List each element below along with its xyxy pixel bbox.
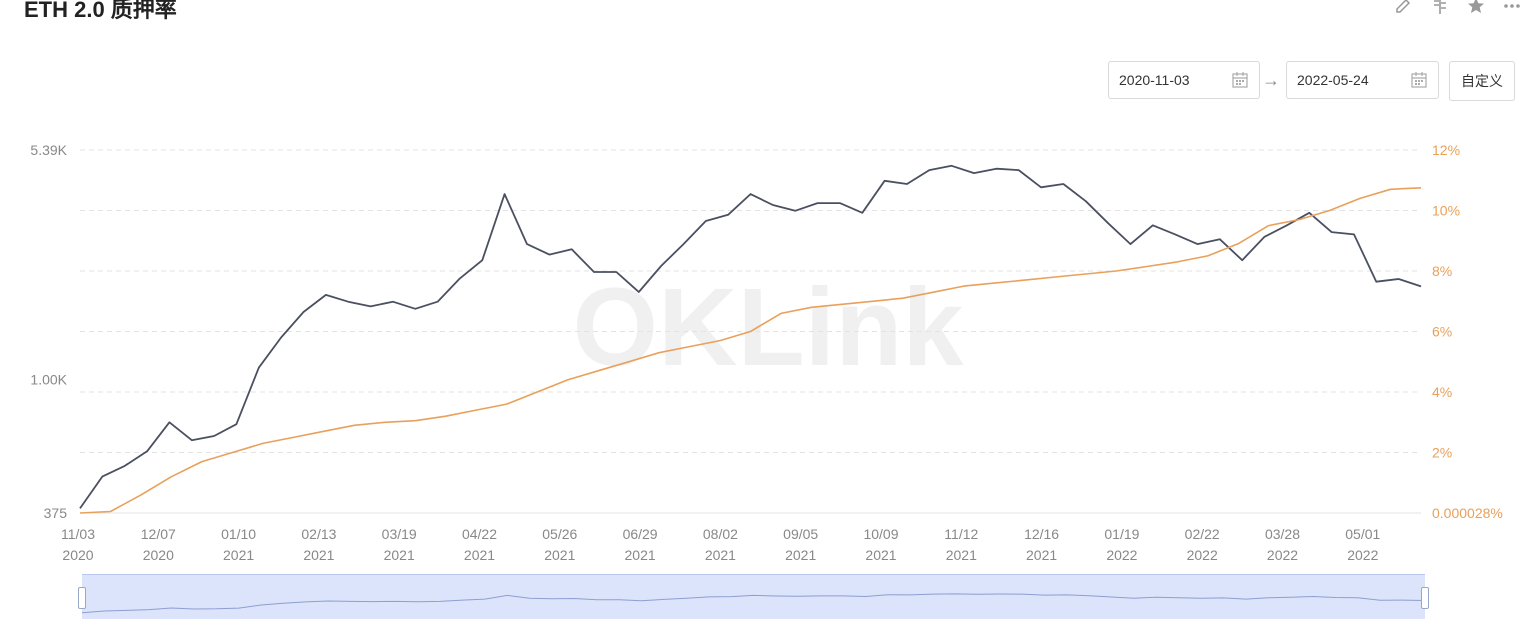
x-tick-year: 2022 — [1106, 547, 1137, 563]
compare-icon[interactable] — [1430, 0, 1450, 16]
custom-range-button[interactable]: 自定义 — [1449, 61, 1515, 101]
staking-rate-series-line — [79, 187, 1422, 514]
x-tick-year: 2020 — [143, 547, 174, 563]
x-tick-year: 2022 — [1347, 547, 1378, 563]
start-date-value: 2020-11-03 — [1119, 72, 1190, 88]
x-tick-year: 2021 — [223, 547, 254, 563]
x-tick-year: 2021 — [544, 547, 575, 563]
x-tick-date: 02/13 — [301, 526, 336, 542]
x-tick-year: 2021 — [865, 547, 896, 563]
x-tick-date: 12/16 — [1024, 526, 1059, 542]
edit-icon[interactable] — [1394, 0, 1414, 16]
price-series-line — [79, 164, 1422, 509]
x-tick-year: 2021 — [946, 547, 977, 563]
page-title: ETH 2.0 质押率 — [24, 0, 177, 22]
x-tick-date: 01/19 — [1104, 526, 1139, 542]
x-tick-year: 2022 — [1267, 547, 1298, 563]
x-tick-year: 2022 — [1187, 547, 1218, 563]
right-tick-label: 10% — [1432, 203, 1460, 219]
x-tick-date: 02/22 — [1185, 526, 1220, 542]
right-axis-ticks: 12% 10% 8% 6% 4% 2% 0.000028% — [1432, 142, 1503, 521]
x-tick-date: 03/19 — [382, 526, 417, 542]
navigator-minimap — [81, 593, 1426, 614]
x-tick-year: 2020 — [62, 547, 93, 563]
x-tick-date: 10/09 — [863, 526, 898, 542]
x-tick-date: 03/28 — [1265, 526, 1300, 542]
x-tick-date: 06/29 — [623, 526, 658, 542]
range-navigator[interactable] — [81, 574, 1426, 619]
start-date-input[interactable]: 2020-11-03 — [1108, 61, 1260, 99]
x-tick-date: 05/01 — [1345, 526, 1380, 542]
right-tick-label: 2% — [1432, 445, 1452, 461]
x-tick-year: 2021 — [464, 547, 495, 563]
grid-lines — [80, 149, 1421, 514]
series-layer — [79, 164, 1422, 514]
right-tick-label: 4% — [1432, 384, 1452, 400]
x-tick-date: 11/03 — [61, 526, 95, 542]
x-tick-year: 2021 — [625, 547, 656, 563]
left-tick-label: 1.00K — [30, 371, 67, 387]
right-tick-label: 8% — [1432, 263, 1452, 279]
x-tick-year: 2021 — [384, 547, 415, 563]
x-tick-date: 09/05 — [783, 526, 818, 542]
x-axis-ticks: 11/03 2020 12/07 2020 01/10 2021 02/13 2021 03/1… — [61, 526, 1381, 563]
left-tick-label: 375 — [44, 505, 68, 521]
star-icon[interactable] — [1466, 0, 1486, 16]
x-tick-date: 11/12 — [944, 526, 978, 542]
calendar-icon[interactable] — [1410, 71, 1428, 89]
calendar-icon[interactable] — [1231, 71, 1249, 89]
right-tick-label: 6% — [1432, 324, 1452, 340]
end-date-value: 2022-05-24 — [1297, 72, 1369, 88]
end-date-input[interactable]: 2022-05-24 — [1286, 61, 1439, 99]
x-tick-year: 2021 — [705, 547, 736, 563]
x-tick-year: 2021 — [303, 547, 334, 563]
watermark: OKLink — [572, 266, 964, 389]
right-tick-label: 0.000028% — [1432, 505, 1503, 521]
x-tick-date: 05/26 — [542, 526, 577, 542]
navigator-right-handle[interactable] — [1421, 587, 1429, 609]
range-arrow-icon: → — [1262, 70, 1280, 90]
x-tick-date: 04/22 — [462, 526, 497, 542]
chart-toolbar — [1394, 0, 1522, 16]
x-tick-year: 2021 — [1026, 547, 1057, 563]
left-tick-label: 5.39K — [30, 142, 67, 158]
x-tick-date: 12/07 — [141, 526, 176, 542]
x-tick-date: 01/10 — [221, 526, 256, 542]
left-axis-ticks: 5.39K 1.00K 375 — [30, 142, 67, 521]
right-tick-label: 12% — [1432, 142, 1460, 158]
x-tick-year: 2021 — [785, 547, 816, 563]
x-tick-date: 08/02 — [703, 526, 738, 542]
more-icon[interactable] — [1502, 0, 1522, 16]
navigator-left-handle[interactable] — [78, 587, 86, 609]
